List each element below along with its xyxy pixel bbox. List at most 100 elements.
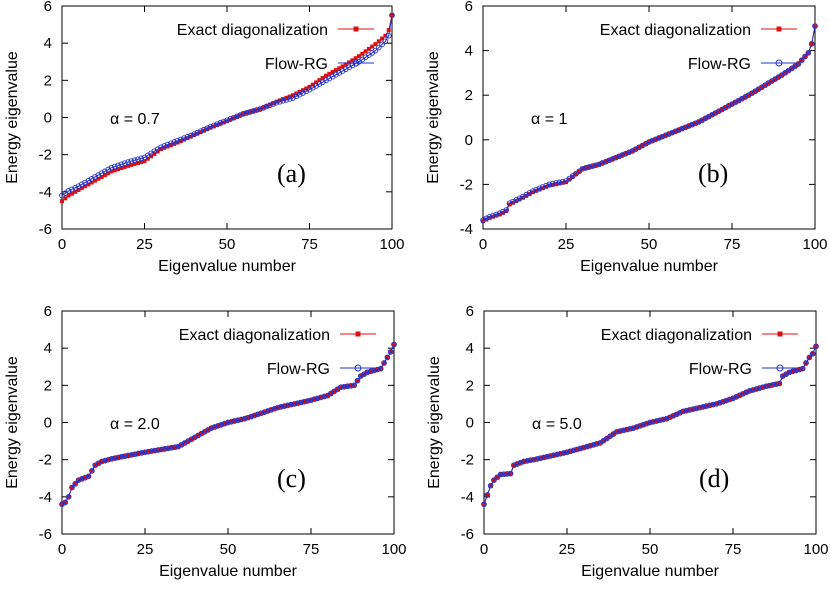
y-tick-label: 2 [44, 72, 52, 89]
x-tick-label: 25 [137, 541, 154, 558]
data-point [773, 381, 780, 388]
data-point [247, 109, 253, 115]
data-point [83, 184, 88, 189]
data-point [554, 182, 559, 187]
data-point [483, 215, 490, 222]
data-point [139, 160, 144, 165]
data-point [63, 196, 68, 201]
data-point [719, 106, 725, 113]
data-point [550, 452, 557, 459]
data-point [382, 38, 389, 45]
data-point [723, 397, 730, 404]
data-point [486, 213, 493, 220]
data-point [493, 211, 500, 218]
data-point [667, 414, 673, 421]
data-point [663, 415, 670, 422]
data-point [690, 406, 697, 412]
data-point [314, 80, 319, 85]
legend-label-exact: Exact diagonalization [600, 22, 751, 39]
data-point [513, 197, 520, 203]
data-point [122, 453, 128, 459]
data-point [750, 387, 756, 393]
data-point [590, 441, 597, 448]
data-point [85, 473, 92, 480]
data-point [145, 448, 152, 455]
data-point [383, 33, 388, 38]
data-point [373, 42, 378, 47]
data-point [354, 377, 361, 384]
data-point [544, 453, 550, 460]
data-point [609, 156, 616, 162]
data-point [172, 141, 177, 146]
y-tick-label: -2 [461, 452, 474, 469]
data-point [484, 217, 489, 222]
data-point [507, 470, 514, 477]
data-point [584, 443, 590, 450]
data-point [217, 120, 224, 126]
data-point [594, 441, 600, 447]
data-point [197, 128, 204, 135]
data-point [300, 90, 306, 96]
data-point [812, 23, 818, 29]
data-point [344, 383, 351, 390]
data-point [587, 442, 594, 449]
chart-panel-1: -6 -4 -2 0 2 4 6 0 25 50 75 100 Eigenvalue number Ene… [4, 0, 405, 275]
x-tick-label: 0 [58, 541, 66, 558]
data-point [491, 477, 497, 483]
data-point [803, 360, 809, 366]
data-point [125, 159, 131, 165]
data-point [813, 343, 819, 350]
data-point [184, 133, 191, 140]
x-tick-label: 75 [303, 541, 320, 558]
chart-panel-2: -4 -2 0 2 4 6 0 25 50 75 100 Eigenvalue number Energ… [425, 0, 828, 275]
data-point [589, 163, 596, 169]
data-point [102, 457, 109, 464]
data-point [293, 93, 300, 100]
data-point [557, 450, 564, 457]
data-point [503, 207, 510, 213]
data-point [769, 382, 776, 388]
data-point [218, 421, 225, 428]
y-tick-label: 6 [466, 303, 474, 320]
data-point [327, 71, 332, 76]
data-point [680, 408, 687, 415]
data-point [132, 161, 137, 166]
data-point [351, 382, 358, 389]
data-point [192, 133, 196, 138]
data-point [682, 124, 689, 131]
data-point [547, 183, 552, 188]
data-point [580, 444, 587, 451]
data-point [260, 104, 267, 111]
data-point [333, 68, 338, 73]
data-point [633, 424, 640, 430]
data-point [187, 132, 194, 139]
data-point [145, 156, 150, 161]
data-point [69, 186, 75, 193]
y-tick-label: -2 [39, 147, 52, 164]
data-point [263, 103, 270, 110]
data-point [516, 195, 523, 202]
data-point [564, 180, 568, 185]
data-point [155, 447, 162, 453]
data-point [662, 132, 669, 139]
data-point [494, 474, 501, 481]
data-point [261, 409, 268, 415]
data-point [381, 360, 387, 366]
data-point [556, 179, 563, 186]
data-point [296, 91, 303, 98]
data-point [194, 129, 201, 136]
data-point [274, 99, 279, 104]
data-point [715, 108, 722, 115]
data-point [366, 46, 371, 51]
data-point [165, 445, 172, 452]
data-point [742, 94, 749, 100]
data-point [593, 162, 599, 169]
data-point [338, 384, 344, 391]
data-point [560, 180, 565, 185]
data-point [294, 400, 301, 407]
data-point [271, 405, 278, 412]
data-point [736, 392, 743, 399]
data-point [211, 124, 216, 129]
data-point [527, 192, 532, 197]
data-point [760, 384, 766, 391]
